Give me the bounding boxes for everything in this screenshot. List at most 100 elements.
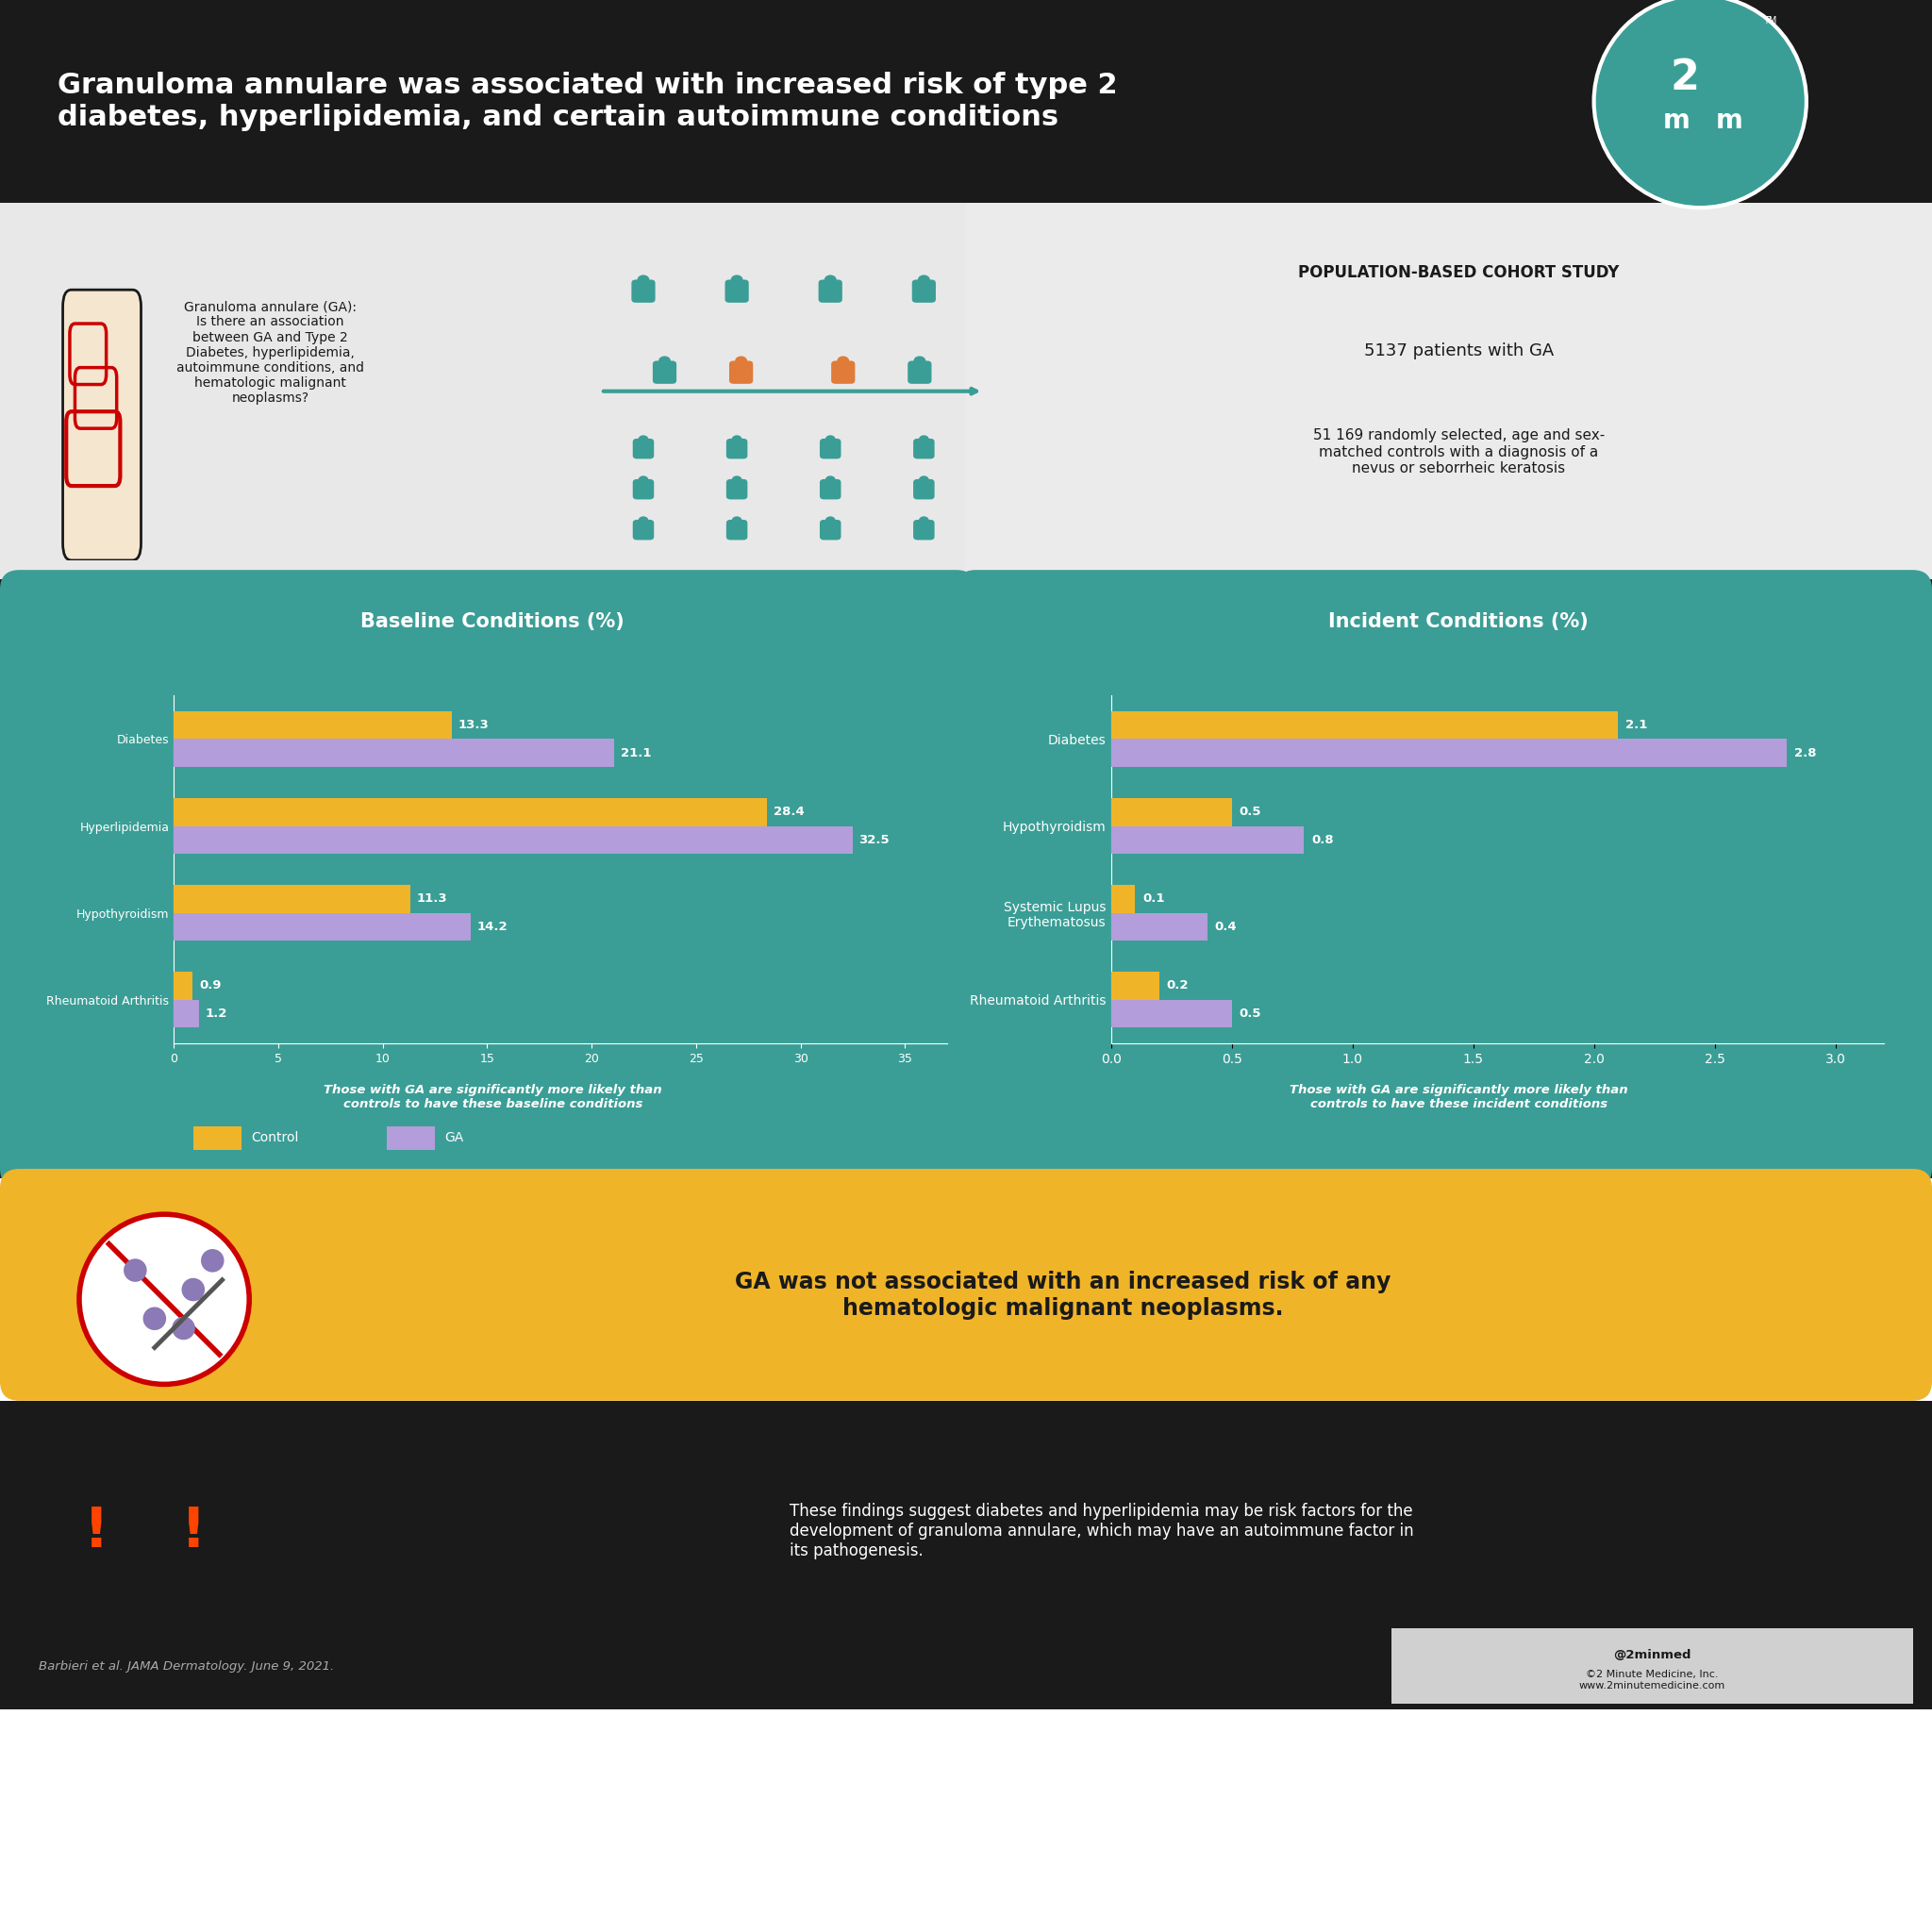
Text: GA: GA xyxy=(444,1132,464,1144)
Bar xyxy=(1111,999,1233,1028)
Bar xyxy=(1111,885,1134,912)
Text: 13.3: 13.3 xyxy=(458,719,489,732)
Text: 21.1: 21.1 xyxy=(620,748,651,759)
FancyBboxPatch shape xyxy=(634,479,653,500)
Bar xyxy=(174,711,452,740)
Text: Control: Control xyxy=(251,1132,299,1144)
Circle shape xyxy=(182,1279,205,1302)
Text: Those with GA are significantly more likely than
controls to have these incident: Those with GA are significantly more lik… xyxy=(1289,1084,1629,1111)
Circle shape xyxy=(734,355,748,365)
FancyBboxPatch shape xyxy=(908,361,931,384)
Text: ©2 Minute Medicine, Inc.
www.2minutemedicine.com: ©2 Minute Medicine, Inc. www.2minutemedi… xyxy=(1578,1669,1725,1690)
FancyBboxPatch shape xyxy=(0,1169,1932,1401)
Text: POPULATION-BASED COHORT STUDY: POPULATION-BASED COHORT STUDY xyxy=(1298,265,1619,282)
FancyBboxPatch shape xyxy=(0,0,1932,203)
FancyBboxPatch shape xyxy=(914,439,935,460)
Text: 11.3: 11.3 xyxy=(415,893,446,904)
FancyBboxPatch shape xyxy=(0,1401,1932,1623)
FancyBboxPatch shape xyxy=(0,580,1932,1179)
Text: 0.1: 0.1 xyxy=(1142,893,1165,904)
Text: 0.4: 0.4 xyxy=(1215,920,1236,933)
Bar xyxy=(174,885,410,912)
FancyBboxPatch shape xyxy=(831,361,856,384)
FancyBboxPatch shape xyxy=(912,280,935,303)
Text: Granuloma annulare was associated with increased risk of type 2
diabetes, hyperl: Granuloma annulare was associated with i… xyxy=(58,71,1119,131)
FancyBboxPatch shape xyxy=(0,570,976,1188)
Text: !: ! xyxy=(85,1505,108,1557)
Text: 2: 2 xyxy=(1669,58,1700,99)
Text: Incident Conditions (%): Incident Conditions (%) xyxy=(1329,612,1588,632)
Text: 0.5: 0.5 xyxy=(1238,1007,1262,1020)
FancyBboxPatch shape xyxy=(634,520,653,541)
Text: 5137 patients with GA: 5137 patients with GA xyxy=(1364,342,1553,359)
Text: These findings suggest diabetes and hyperlipidemia may be risk factors for the
d: These findings suggest diabetes and hype… xyxy=(788,1503,1414,1559)
Bar xyxy=(174,827,852,854)
FancyBboxPatch shape xyxy=(914,520,935,541)
Text: Barbieri et al. JAMA Dermatology. June 9, 2021.: Barbieri et al. JAMA Dermatology. June 9… xyxy=(39,1660,334,1673)
Text: 1.2: 1.2 xyxy=(205,1007,228,1020)
Text: 0.9: 0.9 xyxy=(199,980,220,991)
Text: m: m xyxy=(1716,108,1743,133)
Text: 0.2: 0.2 xyxy=(1167,980,1188,991)
Circle shape xyxy=(638,274,649,284)
Bar xyxy=(1111,740,1787,767)
Circle shape xyxy=(659,355,670,365)
Text: Granuloma annulare (GA):
Is there an association
between GA and Type 2
Diabetes,: Granuloma annulare (GA): Is there an ass… xyxy=(176,299,365,406)
FancyBboxPatch shape xyxy=(1391,1629,1913,1704)
Bar xyxy=(193,1126,242,1150)
FancyBboxPatch shape xyxy=(819,520,840,541)
Circle shape xyxy=(825,274,837,284)
Text: 32.5: 32.5 xyxy=(860,835,891,846)
Circle shape xyxy=(732,435,742,442)
Text: m: m xyxy=(1663,108,1690,133)
Bar xyxy=(1111,798,1233,827)
Text: @2minmed: @2minmed xyxy=(1613,1648,1690,1662)
Bar xyxy=(174,798,767,827)
Circle shape xyxy=(1594,0,1806,209)
Circle shape xyxy=(837,355,850,365)
Circle shape xyxy=(914,355,925,365)
Circle shape xyxy=(732,475,742,483)
Bar xyxy=(174,999,199,1028)
Bar xyxy=(174,972,193,999)
FancyBboxPatch shape xyxy=(634,439,653,460)
Bar xyxy=(1111,711,1617,740)
FancyBboxPatch shape xyxy=(653,361,676,384)
Bar xyxy=(174,740,614,767)
Text: Baseline Conditions (%): Baseline Conditions (%) xyxy=(361,612,624,632)
Text: !: ! xyxy=(182,1505,205,1557)
Bar xyxy=(386,1126,435,1150)
Text: 2.1: 2.1 xyxy=(1625,719,1648,732)
Text: 28.4: 28.4 xyxy=(773,806,804,819)
Text: 14.2: 14.2 xyxy=(477,920,508,933)
FancyBboxPatch shape xyxy=(726,520,748,541)
Circle shape xyxy=(732,516,742,524)
Text: 0.5: 0.5 xyxy=(1238,806,1262,819)
FancyBboxPatch shape xyxy=(632,280,655,303)
Circle shape xyxy=(825,435,835,442)
Circle shape xyxy=(920,435,929,442)
Circle shape xyxy=(920,475,929,483)
Circle shape xyxy=(638,435,649,442)
Circle shape xyxy=(143,1308,166,1331)
FancyBboxPatch shape xyxy=(0,203,1932,580)
FancyBboxPatch shape xyxy=(914,479,935,500)
FancyBboxPatch shape xyxy=(724,280,750,303)
Bar xyxy=(174,912,471,941)
FancyBboxPatch shape xyxy=(728,361,753,384)
Circle shape xyxy=(920,516,929,524)
Text: Those with GA are significantly more likely than
controls to have these baseline: Those with GA are significantly more lik… xyxy=(323,1084,663,1111)
Text: TM: TM xyxy=(1762,15,1777,25)
Circle shape xyxy=(825,475,835,483)
Bar xyxy=(1111,827,1304,854)
Circle shape xyxy=(172,1318,195,1341)
Circle shape xyxy=(730,274,744,284)
Text: 51 169 randomly selected, age and sex-
matched controls with a diagnosis of a
ne: 51 169 randomly selected, age and sex- m… xyxy=(1312,429,1605,475)
FancyBboxPatch shape xyxy=(0,1623,1932,1710)
FancyBboxPatch shape xyxy=(956,570,1932,1188)
FancyBboxPatch shape xyxy=(62,290,141,560)
FancyBboxPatch shape xyxy=(819,280,842,303)
FancyBboxPatch shape xyxy=(819,439,840,460)
Circle shape xyxy=(918,274,929,284)
Circle shape xyxy=(825,516,835,524)
